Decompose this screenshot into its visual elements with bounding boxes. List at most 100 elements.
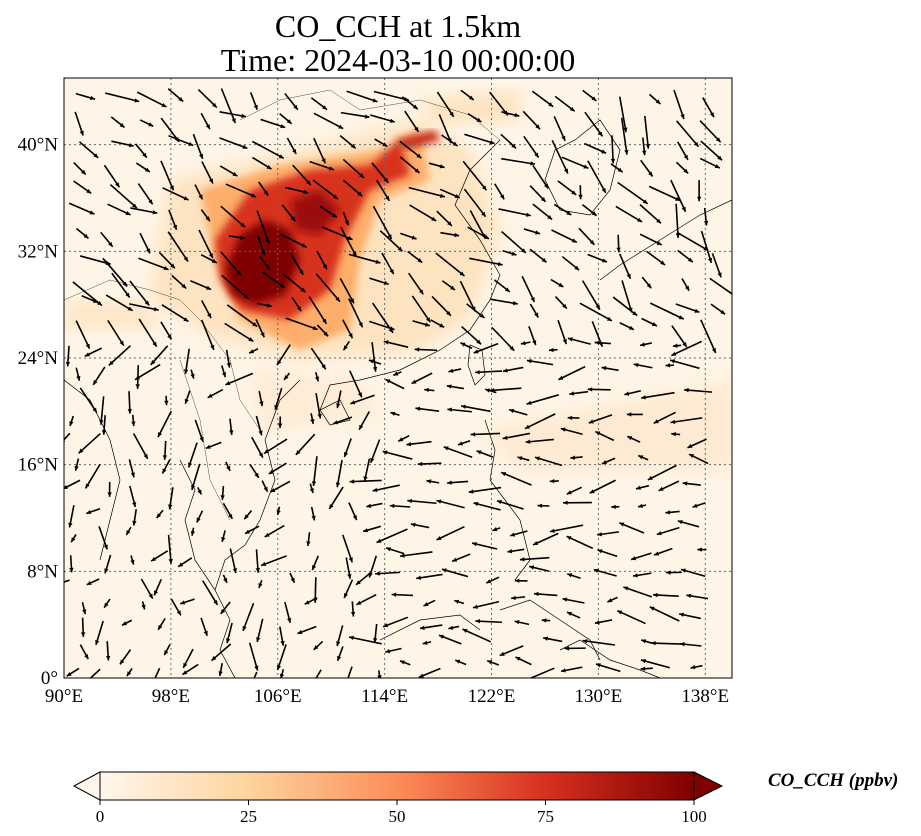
wind-arrow-head (69, 567, 74, 573)
wind-arrow-shaft (671, 340, 703, 357)
wind-arrow-shaft (219, 137, 248, 150)
wind-arrow-head (414, 347, 420, 352)
wind-arrow-head (504, 287, 510, 292)
wind-arrow-head (126, 671, 132, 677)
wind-arrow-head (601, 149, 607, 154)
wind-arrow-head (571, 190, 577, 195)
wind-arrow-head (162, 455, 168, 460)
wind-arrow-head (569, 106, 575, 112)
wind-arrow-head (359, 424, 364, 430)
wind-arrow-shaft (551, 139, 569, 174)
wind-arrow-head (653, 592, 658, 598)
wind-arrow-head (631, 556, 637, 561)
wind-arrow-head (633, 362, 639, 368)
wind-arrow-head (226, 362, 231, 368)
wind-arrow-head (89, 210, 95, 215)
wind-arrow-head (476, 117, 482, 122)
wind-arrow-shaft (587, 160, 607, 194)
wind-arrow-head (313, 645, 319, 650)
wind-arrow-head (349, 479, 355, 484)
wind-arrow-head (122, 281, 128, 287)
wind-arrow-shaft (551, 229, 578, 244)
wind-arrow-shaft (279, 233, 307, 248)
wind-arrow-head (502, 435, 508, 440)
wind-arrow-head (397, 246, 403, 252)
wind-arrow-head (66, 671, 72, 677)
wind-arrow-head (475, 619, 480, 624)
wind-arrow-shaft (285, 317, 318, 331)
colorbar-tick-label: 25 (240, 807, 257, 826)
wind-arrow-shaft (340, 111, 370, 118)
wind-arrow-head (626, 412, 632, 417)
wind-arrow-head (225, 638, 231, 644)
wind-arrow-head (290, 577, 295, 583)
wind-arrow-head (481, 185, 487, 191)
lon-tick-label: 138°E (681, 686, 729, 707)
wind-arrow-shaft (372, 484, 400, 492)
wind-arrow-head (532, 340, 537, 346)
wind-arrow-shaft (684, 388, 713, 393)
wind-arrow-head (411, 235, 417, 240)
wind-arrow-head (389, 269, 394, 275)
wind-arrow-head (256, 637, 261, 642)
wind-arrow-head (549, 478, 555, 484)
wind-arrow-shaft (496, 499, 524, 510)
wind-arrow-head (169, 185, 174, 191)
wind-arrow-head (253, 104, 258, 110)
wind-arrow-shaft (529, 667, 555, 678)
wind-arrow-shaft (342, 534, 353, 563)
wind-arrow-head (356, 600, 362, 605)
wind-arrow-head (566, 490, 572, 495)
wind-arrow-head (284, 374, 289, 380)
wind-arrow-shaft (308, 296, 328, 325)
wind-arrow-head (280, 640, 285, 646)
wind-arrow-shaft (372, 205, 393, 240)
wind-arrow-head (680, 568, 686, 573)
wind-arrow-head (414, 126, 419, 132)
wind-arrow-head (199, 436, 204, 442)
wind-arrow-head (533, 541, 539, 545)
wind-arrow-head (535, 124, 541, 130)
wind-arrow-shaft (342, 158, 365, 179)
wind-arrow-head (190, 530, 195, 536)
wind-arrow-shaft (699, 120, 722, 143)
wind-arrow-shaft (75, 320, 91, 350)
wind-arrow-head (86, 580, 92, 585)
wind-arrow-shaft (525, 438, 554, 443)
wind-arrow-shaft (138, 318, 158, 348)
colorbar-tick-label: 100 (681, 807, 707, 826)
wind-arrow-head (143, 453, 148, 459)
wind-arrow-head (131, 421, 136, 427)
wind-arrow-shaft (581, 280, 601, 310)
wind-arrow-head (682, 342, 687, 347)
wind-arrow-head (591, 211, 597, 216)
wind-arrow-head (71, 537, 76, 543)
wind-arrow-head (514, 112, 520, 118)
wind-arrow-head (306, 541, 311, 546)
wind-arrow-head (563, 500, 568, 505)
wind-arrow-head (406, 442, 412, 447)
wind-arrow-head (407, 498, 413, 504)
wind-arrow-head (303, 189, 309, 195)
wind-arrow-shaft (348, 253, 381, 264)
wind-arrow-shaft (79, 255, 111, 265)
wind-arrow-shaft (399, 551, 433, 557)
wind-arrow-head (168, 504, 173, 510)
wind-arrow-head (632, 311, 638, 316)
wind-arrow-head (665, 570, 671, 575)
wind-arrow-shaft (489, 387, 522, 392)
wind-arrow-head (476, 450, 482, 455)
wind-arrow-head (85, 343, 90, 349)
wind-arrow-head (153, 307, 159, 312)
wind-arrow-head (134, 98, 140, 103)
wind-arrow-head (377, 675, 382, 678)
map-title: CO_CCH at 1.5km (274, 8, 522, 44)
wind-arrow-head (196, 517, 201, 523)
wind-arrow-head (101, 430, 107, 435)
colorbar-label: CO_CCH (ppbv) (768, 770, 899, 791)
wind-arrow-head (624, 149, 629, 155)
wind-arrow-head (398, 437, 404, 442)
wind-arrow-head (132, 502, 137, 507)
wind-arrow-shaft (79, 387, 98, 414)
wind-arrow-head (475, 369, 480, 375)
